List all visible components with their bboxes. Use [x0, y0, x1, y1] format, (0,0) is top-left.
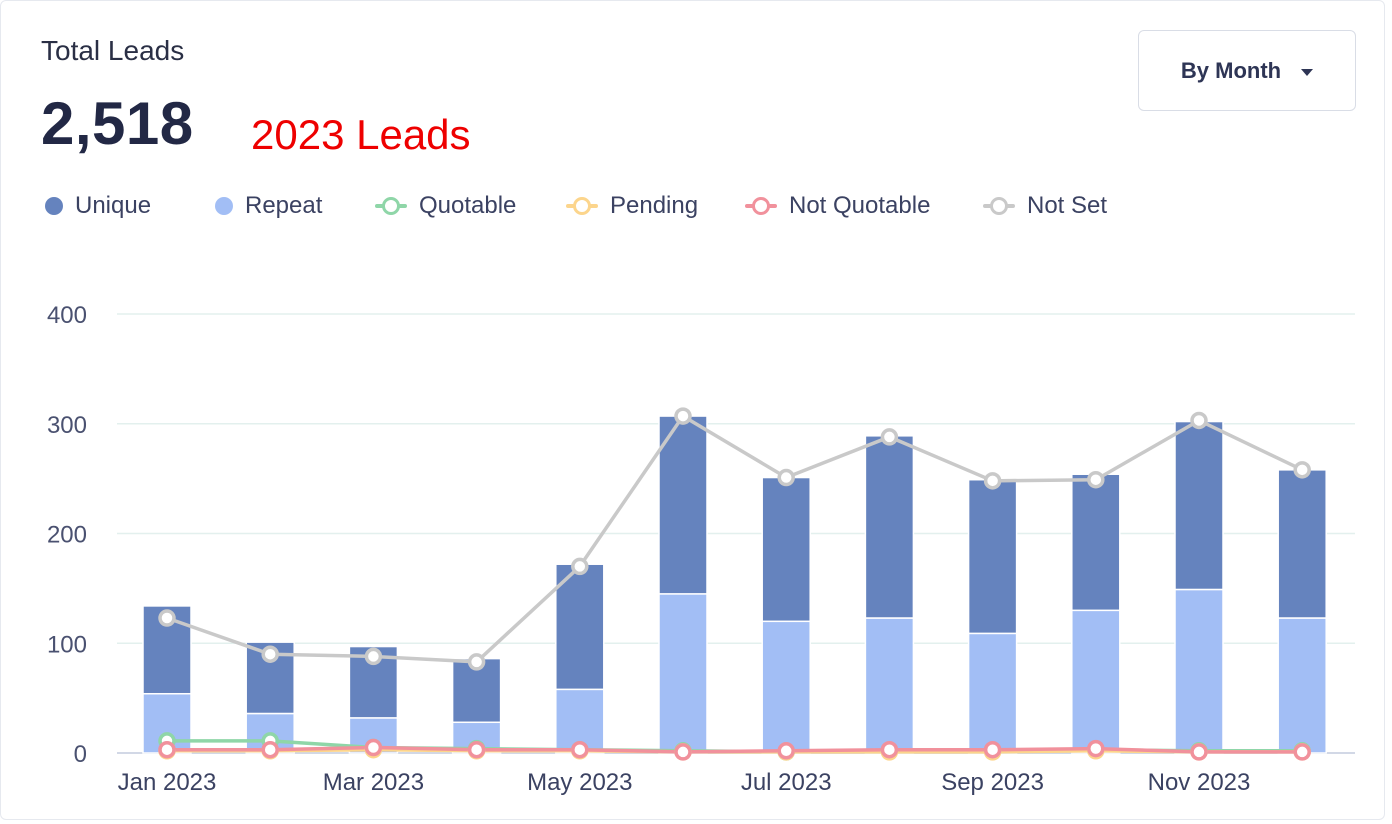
- point-not-quotable: [1190, 743, 1208, 761]
- point-not-quotable: [880, 740, 899, 759]
- x-tick-label: Jan 2023: [118, 769, 217, 796]
- bar-unique: [1277, 469, 1327, 619]
- point-not-quotable: [158, 740, 176, 759]
- point-not-set: [364, 647, 383, 666]
- legend-item-pending[interactable]: Pending: [566, 191, 698, 221]
- y-tick-label: 300: [47, 412, 87, 439]
- legend-item-not-quotable[interactable]: Not Quotable: [745, 191, 930, 221]
- bar-repeat: [658, 593, 708, 754]
- legend-label: Not Quotable: [789, 192, 931, 219]
- legend-marker-quotable: [375, 196, 407, 216]
- point-not-quotable: [571, 740, 589, 759]
- bar-unique: [1071, 473, 1121, 612]
- point-not-quotable: [1293, 743, 1311, 761]
- point-not-set: [1190, 411, 1208, 430]
- legend-item-not-set[interactable]: Not Set: [983, 191, 1107, 221]
- bar-unique: [1174, 420, 1224, 591]
- bar-repeat: [1277, 617, 1327, 754]
- bar-unique: [658, 415, 708, 595]
- bar-unique: [761, 476, 811, 623]
- bar-unique: [864, 435, 915, 619]
- bar-repeat: [1174, 588, 1224, 754]
- legend-item-unique[interactable]: Unique: [45, 191, 151, 221]
- total-leads-value: 2,518: [41, 90, 194, 157]
- legend-marker-unique: [45, 197, 63, 215]
- y-tick-label: 0: [74, 741, 87, 768]
- bar-repeat: [142, 692, 192, 754]
- period-dropdown[interactable]: By Month: [1138, 30, 1356, 111]
- point-not-set: [880, 428, 899, 446]
- legend-marker-repeat: [215, 197, 233, 215]
- legend-label: Pending: [610, 192, 699, 219]
- point-not-set: [1293, 461, 1311, 479]
- y-tick-label: 400: [47, 302, 87, 329]
- x-tick-label: Mar 2023: [323, 769, 424, 796]
- legend-marker-pending: [566, 196, 598, 216]
- bar-repeat: [761, 620, 811, 754]
- point-not-quotable: [777, 742, 795, 760]
- line-not-quotable: [167, 745, 1303, 754]
- legend-label: Unique: [75, 192, 152, 219]
- point-not-set: [777, 468, 795, 487]
- point-not-set: [1087, 470, 1105, 489]
- legend-label: Not Set: [1027, 192, 1108, 219]
- legend-label: Repeat: [245, 192, 323, 219]
- point-not-quotable: [261, 740, 279, 759]
- legend-label: Quotable: [419, 192, 517, 219]
- legend-marker-not-quotable: [745, 196, 777, 216]
- y-tick-label: 200: [47, 522, 87, 549]
- point-not-set: [467, 653, 486, 671]
- bar-repeat: [967, 632, 1018, 754]
- point-not-set: [571, 557, 589, 576]
- point-not-set: [261, 645, 279, 663]
- card-title: Total Leads: [41, 35, 185, 66]
- bar-repeat: [864, 617, 915, 754]
- y-tick-label: 100: [47, 631, 87, 658]
- legend-marker-not-set: [983, 196, 1015, 216]
- x-tick-label: Sep 2023: [941, 769, 1044, 796]
- x-tick-label: Jul 2023: [741, 769, 832, 796]
- legend-item-repeat[interactable]: Repeat: [215, 191, 322, 221]
- period-dropdown-label: By Month: [1180, 57, 1282, 83]
- x-tick-label: May 2023: [527, 769, 632, 796]
- point-not-quotable: [1087, 739, 1105, 758]
- point-not-set: [674, 407, 692, 425]
- leads-bar-line-chart: 0 100 200 300 400 Jan 2023 Mar 2023 May 2023 Jul…: [47, 302, 1355, 796]
- bar-unique: [967, 478, 1018, 635]
- x-tick-label: Nov 2023: [1148, 769, 1251, 796]
- bar-repeat: [1071, 609, 1121, 754]
- point-not-set: [158, 609, 176, 627]
- point-not-quotable: [364, 738, 383, 757]
- point-not-quotable: [674, 743, 692, 761]
- point-not-quotable: [467, 740, 486, 759]
- leads-year-note: 2023 Leads: [251, 111, 471, 158]
- point-not-quotable: [983, 740, 1002, 759]
- caret-down-icon: [1301, 68, 1314, 76]
- point-not-set: [983, 472, 1002, 490]
- line-not-set: [166, 414, 1303, 664]
- legend-item-quotable[interactable]: Quotable: [375, 191, 516, 221]
- bar-unique: [555, 563, 605, 691]
